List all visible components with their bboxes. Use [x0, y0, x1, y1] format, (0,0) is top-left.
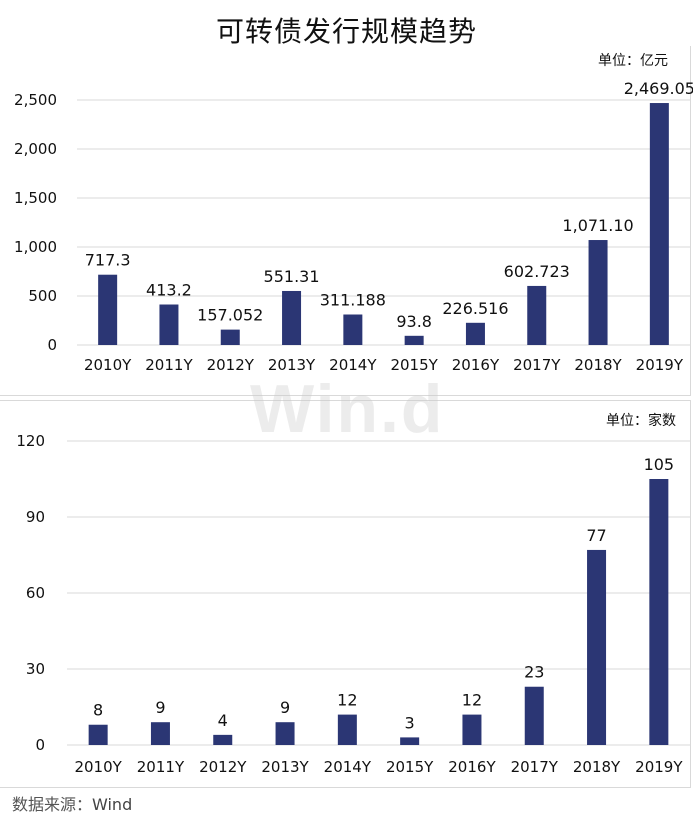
count-ytick-label: 60 — [26, 584, 45, 602]
count-data-label: 12 — [462, 691, 482, 710]
amount-bar — [343, 314, 363, 345]
count-bar — [524, 686, 544, 745]
amount-ytick-label: 2,000 — [14, 140, 57, 158]
amount-xtick-label: 2011Y — [145, 356, 193, 374]
amount-ytick-label: 0 — [47, 336, 57, 354]
amount-xtick-label: 2014Y — [329, 356, 377, 374]
amount-data-label: 93.8 — [396, 312, 432, 331]
amount-data-label: 2,469.05 — [624, 79, 693, 98]
count-data-label: 77 — [586, 526, 606, 545]
count-data-label: 9 — [280, 698, 290, 717]
count-bar — [462, 714, 482, 745]
amount-bar — [465, 322, 485, 345]
amount-xtick-label: 2019Y — [636, 356, 684, 374]
amount-bar — [404, 335, 424, 345]
amount-xtick-label: 2018Y — [574, 356, 622, 374]
count-xtick-label: 2011Y — [137, 758, 185, 776]
data-source-label: 数据来源： — [12, 795, 93, 814]
count-xtick-label: 2014Y — [324, 758, 372, 776]
amount-data-label: 602.723 — [504, 262, 570, 281]
count-bar — [337, 714, 357, 745]
count-xtick-label: 2015Y — [386, 758, 434, 776]
chart-title: 可转债发行规模趋势 — [215, 15, 477, 48]
count-bar — [649, 479, 669, 745]
bottom-panel-frame — [0, 400, 691, 788]
issuance-amount-bar-chart: 0 500 1,000 1,500 2,000 2,500 717.3 2010Y 413.2 2… — [14, 79, 693, 374]
count-data-label: 23 — [524, 663, 544, 682]
amount-data-label: 311.188 — [320, 291, 386, 310]
issuer-count-bar-chart: 0 30 60 90 120 8 2010Y 9 2011Y 4 2012Y 9 2013Y 12 2014… — [16, 432, 690, 776]
count-bar — [587, 549, 607, 745]
top-chart-unit-label: 单位：亿元 — [598, 53, 668, 69]
amount-bar — [159, 304, 179, 345]
count-bar — [400, 737, 420, 745]
amount-data-label: 157.052 — [197, 306, 263, 325]
count-xtick-label: 2019Y — [635, 758, 683, 776]
data-source-value: Wind — [92, 795, 133, 814]
count-data-label: 12 — [337, 691, 357, 710]
count-bar — [213, 734, 233, 745]
bottom-chart-unit-label: 单位：家数 — [606, 413, 676, 429]
amount-xtick-label: 2010Y — [84, 356, 132, 374]
count-xtick-label: 2013Y — [261, 758, 309, 776]
data-source: 数据来源：Wind — [12, 791, 132, 815]
count-ytick-label: 30 — [26, 660, 45, 678]
amount-xtick-label: 2012Y — [207, 356, 255, 374]
amount-ytick-label: 1,000 — [14, 238, 57, 256]
count-bar — [88, 724, 108, 745]
count-ytick-label: 120 — [16, 432, 45, 450]
amount-xtick-label: 2013Y — [268, 356, 316, 374]
amount-ytick-label: 500 — [28, 287, 57, 305]
amount-bar — [649, 103, 669, 345]
amount-xtick-label: 2016Y — [452, 356, 500, 374]
count-xtick-label: 2016Y — [448, 758, 496, 776]
amount-data-label: 413.2 — [146, 281, 192, 300]
amount-ytick-label: 2,500 — [14, 91, 57, 109]
count-data-label: 3 — [405, 713, 415, 732]
count-ytick-label: 0 — [35, 736, 45, 754]
count-xtick-label: 2018Y — [573, 758, 621, 776]
amount-data-label: 1,071.10 — [562, 216, 633, 235]
amount-bar — [98, 274, 118, 345]
amount-bar — [282, 290, 302, 345]
count-data-label: 8 — [93, 701, 103, 720]
count-bar — [150, 722, 170, 745]
amount-data-label: 551.31 — [264, 267, 320, 286]
amount-bar — [588, 240, 608, 345]
amount-bar — [527, 285, 547, 345]
top-panel-frame — [0, 46, 691, 396]
count-ytick-label: 90 — [26, 508, 45, 526]
amount-xtick-label: 2017Y — [513, 356, 561, 374]
count-data-label: 4 — [218, 711, 228, 730]
count-data-label: 105 — [644, 455, 675, 474]
count-data-label: 9 — [155, 698, 165, 717]
amount-data-label: 226.516 — [442, 299, 508, 318]
wind-watermark: Win.d — [250, 371, 445, 447]
amount-data-label: 717.3 — [85, 251, 131, 270]
amount-xtick-label: 2015Y — [390, 356, 438, 374]
count-bar — [275, 722, 295, 745]
count-xtick-label: 2010Y — [74, 758, 122, 776]
amount-bar — [220, 329, 240, 345]
count-xtick-label: 2017Y — [511, 758, 559, 776]
count-xtick-label: 2012Y — [199, 758, 247, 776]
amount-ytick-label: 1,500 — [14, 189, 57, 207]
